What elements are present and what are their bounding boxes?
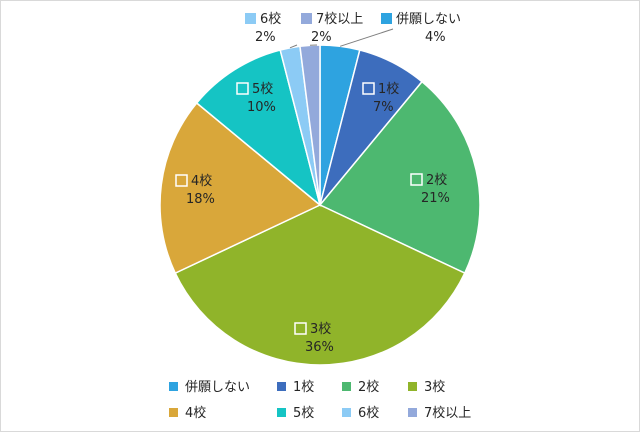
- data-label-name-7: 6校: [260, 11, 281, 27]
- data-label-marker-4: [294, 322, 307, 335]
- legend-swatch-7: [342, 408, 351, 417]
- pie-slice-5: [159, 101, 322, 275]
- leader-line-7: [289, 44, 298, 49]
- data-label-marker-2: [362, 82, 375, 95]
- data-label-marker-7: [245, 13, 256, 24]
- data-label-marker-8: [301, 13, 312, 24]
- data-label-name-4: 3校: [310, 321, 331, 337]
- pie-slice-3: [318, 80, 481, 275]
- data-label-value-8: 2%: [311, 30, 332, 45]
- legend-swatch-4: [408, 382, 417, 391]
- legend-swatch-6: [277, 408, 286, 417]
- pie-slice-4: [174, 204, 466, 366]
- data-label-value-5: 18%: [186, 192, 215, 207]
- data-label-value-4: 36%: [305, 340, 334, 355]
- data-label-value-1: 4%: [425, 30, 446, 45]
- data-label-name-3: 2校: [426, 172, 447, 188]
- data-label-marker-1: [381, 13, 392, 24]
- data-label-name-8: 7校以上: [316, 11, 363, 27]
- legend-swatch-5: [169, 408, 178, 417]
- legend-label-4: 3校: [424, 379, 445, 395]
- data-label-marker-6: [236, 82, 249, 95]
- legend-label-8: 7校以上: [424, 405, 471, 421]
- legend-label-6: 5校: [293, 405, 314, 421]
- legend-label-3: 2校: [358, 379, 379, 395]
- data-label-value-2: 7%: [373, 100, 394, 115]
- legend-label-2: 1校: [293, 379, 314, 395]
- data-label-name-5: 4校: [191, 173, 212, 189]
- data-label-name-6: 5校: [252, 81, 273, 97]
- pie-slice-8: [299, 44, 321, 206]
- data-label-value-7: 2%: [255, 30, 276, 45]
- data-label-value-3: 21%: [421, 191, 450, 206]
- legend-swatch-8: [408, 408, 417, 417]
- pie-slice-6: [195, 49, 322, 208]
- data-label-name-1: 併願しない: [396, 12, 461, 27]
- data-label-marker-3: [410, 173, 423, 186]
- leader-line-1: [339, 28, 394, 47]
- data-label-name-2: 1校: [378, 81, 399, 97]
- data-label-marker-5: [175, 174, 188, 187]
- legend-label-5: 4校: [185, 405, 206, 421]
- legend-swatch-2: [277, 382, 286, 391]
- data-label-value-6: 10%: [247, 100, 276, 115]
- legend-swatch-1: [169, 382, 178, 391]
- legend-label-7: 6校: [358, 405, 379, 421]
- legend-swatch-3: [342, 382, 351, 391]
- legend-label-1: 併願しない: [185, 380, 250, 395]
